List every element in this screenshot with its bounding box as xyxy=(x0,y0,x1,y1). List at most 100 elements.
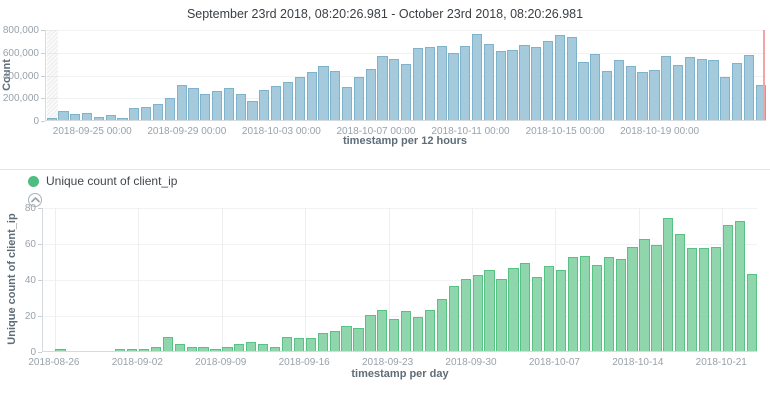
histogram-bar[interactable] xyxy=(579,255,591,351)
histogram-bar[interactable] xyxy=(603,257,614,351)
histogram-bar[interactable] xyxy=(281,336,293,351)
histogram-bar[interactable] xyxy=(58,111,69,120)
histogram-bar[interactable] xyxy=(590,54,601,120)
histogram-bar[interactable] xyxy=(651,244,662,351)
histogram-bar[interactable] xyxy=(496,279,507,351)
histogram-bar[interactable] xyxy=(138,349,150,351)
histogram-bar[interactable] xyxy=(649,69,660,120)
histogram-bar[interactable] xyxy=(198,347,209,351)
histogram-bar[interactable] xyxy=(542,40,554,120)
histogram-bar[interactable] xyxy=(401,311,412,351)
histogram-bar[interactable] xyxy=(472,275,483,351)
histogram-bar[interactable] xyxy=(519,44,530,120)
histogram-bar[interactable] xyxy=(544,266,555,351)
histogram-bar[interactable] xyxy=(460,46,471,120)
histogram-bar[interactable] xyxy=(613,59,625,120)
histogram-bar[interactable] xyxy=(507,50,518,120)
histogram-bar[interactable] xyxy=(424,47,435,120)
histogram-bar[interactable] xyxy=(211,91,223,120)
histogram-bar[interactable] xyxy=(554,35,565,120)
histogram-bar[interactable] xyxy=(698,248,710,351)
histogram-bar[interactable] xyxy=(377,55,388,120)
histogram-bar[interactable] xyxy=(164,97,175,120)
histogram-bar[interactable] xyxy=(162,336,173,351)
histogram-bar[interactable] xyxy=(555,270,567,351)
histogram-bar[interactable] xyxy=(722,225,734,351)
histogram-bar[interactable] xyxy=(200,93,211,120)
histogram-bar[interactable] xyxy=(330,70,341,120)
histogram-bar[interactable] xyxy=(389,318,400,351)
histogram-bar[interactable] xyxy=(93,116,104,120)
histogram-bar[interactable] xyxy=(55,349,66,351)
histogram-bar[interactable] xyxy=(732,63,743,120)
histogram-bar[interactable] xyxy=(743,55,755,120)
histogram-bar[interactable] xyxy=(246,342,257,351)
histogram-bar[interactable] xyxy=(531,46,542,120)
histogram-bar[interactable] xyxy=(424,309,436,351)
histogram-bar[interactable] xyxy=(472,34,483,120)
histogram-bar[interactable] xyxy=(412,47,424,120)
histogram-bar[interactable] xyxy=(460,279,471,351)
histogram-bar[interactable] xyxy=(508,268,519,351)
histogram-bar[interactable] xyxy=(271,86,282,120)
histogram-bar[interactable] xyxy=(126,349,138,351)
histogram-bar[interactable] xyxy=(637,71,648,120)
histogram-bar[interactable] xyxy=(401,64,412,120)
histogram-bar[interactable] xyxy=(520,262,531,351)
histogram-bar[interactable] xyxy=(317,333,328,351)
histogram-bar[interactable] xyxy=(566,36,577,120)
histogram-bar[interactable] xyxy=(235,94,246,120)
histogram-bar[interactable] xyxy=(602,70,613,120)
histogram-bar[interactable] xyxy=(675,234,686,351)
histogram-bar[interactable] xyxy=(389,59,400,120)
histogram-bar[interactable] xyxy=(377,309,388,351)
histogram-bar[interactable] xyxy=(293,338,305,351)
histogram-bar[interactable] xyxy=(639,239,650,351)
histogram-bar[interactable] xyxy=(436,46,447,120)
histogram-bar[interactable] xyxy=(708,59,719,120)
histogram-bar[interactable] xyxy=(532,277,543,351)
histogram-bar[interactable] xyxy=(152,104,164,120)
histogram-bar[interactable] xyxy=(258,343,269,351)
histogram-bar[interactable] xyxy=(105,114,116,120)
histogram-bar[interactable] xyxy=(70,113,81,120)
histogram-bar[interactable] xyxy=(627,246,638,351)
histogram-bar[interactable] xyxy=(174,343,185,351)
histogram-bar[interactable] xyxy=(341,87,353,120)
histogram-bar[interactable] xyxy=(141,106,152,120)
histogram-bar[interactable] xyxy=(365,315,376,351)
histogram-bar[interactable] xyxy=(306,72,317,120)
histogram-bar[interactable] xyxy=(567,257,579,351)
histogram-bar[interactable] xyxy=(746,273,757,351)
histogram-bar[interactable] xyxy=(223,88,234,120)
histogram-bar[interactable] xyxy=(483,44,495,120)
legend-collapse-button[interactable] xyxy=(28,193,42,207)
histogram-bar[interactable] xyxy=(696,58,707,120)
histogram-bar[interactable] xyxy=(720,77,731,120)
histogram-bar[interactable] xyxy=(734,221,745,351)
histogram-bar[interactable] xyxy=(176,85,187,120)
histogram-bar[interactable] xyxy=(412,316,424,351)
histogram-bar[interactable] xyxy=(578,62,589,120)
histogram-bar[interactable] xyxy=(710,246,722,351)
histogram-bar[interactable] xyxy=(129,107,140,120)
histogram-bar[interactable] xyxy=(672,64,684,120)
histogram-bar[interactable] xyxy=(755,85,766,120)
histogram-bar[interactable] xyxy=(687,248,698,351)
histogram-bar[interactable] xyxy=(684,57,695,120)
histogram-bar[interactable] xyxy=(46,117,57,120)
histogram-bar[interactable] xyxy=(259,90,270,120)
histogram-bar[interactable] xyxy=(448,53,459,120)
histogram-bar[interactable] xyxy=(150,347,162,351)
histogram-bar[interactable] xyxy=(222,347,233,351)
histogram-bar[interactable] xyxy=(365,68,376,120)
histogram-bar[interactable] xyxy=(341,325,352,351)
histogram-bar[interactable] xyxy=(448,286,459,351)
histogram-bar[interactable] xyxy=(591,264,602,351)
legend-item-unique-count[interactable]: Unique count of client_ip xyxy=(28,174,177,188)
histogram-bar[interactable] xyxy=(115,349,126,351)
histogram-bar[interactable] xyxy=(353,77,365,120)
histogram-bar[interactable] xyxy=(305,338,316,351)
histogram-bar[interactable] xyxy=(188,88,199,120)
histogram-bar[interactable] xyxy=(247,101,258,120)
